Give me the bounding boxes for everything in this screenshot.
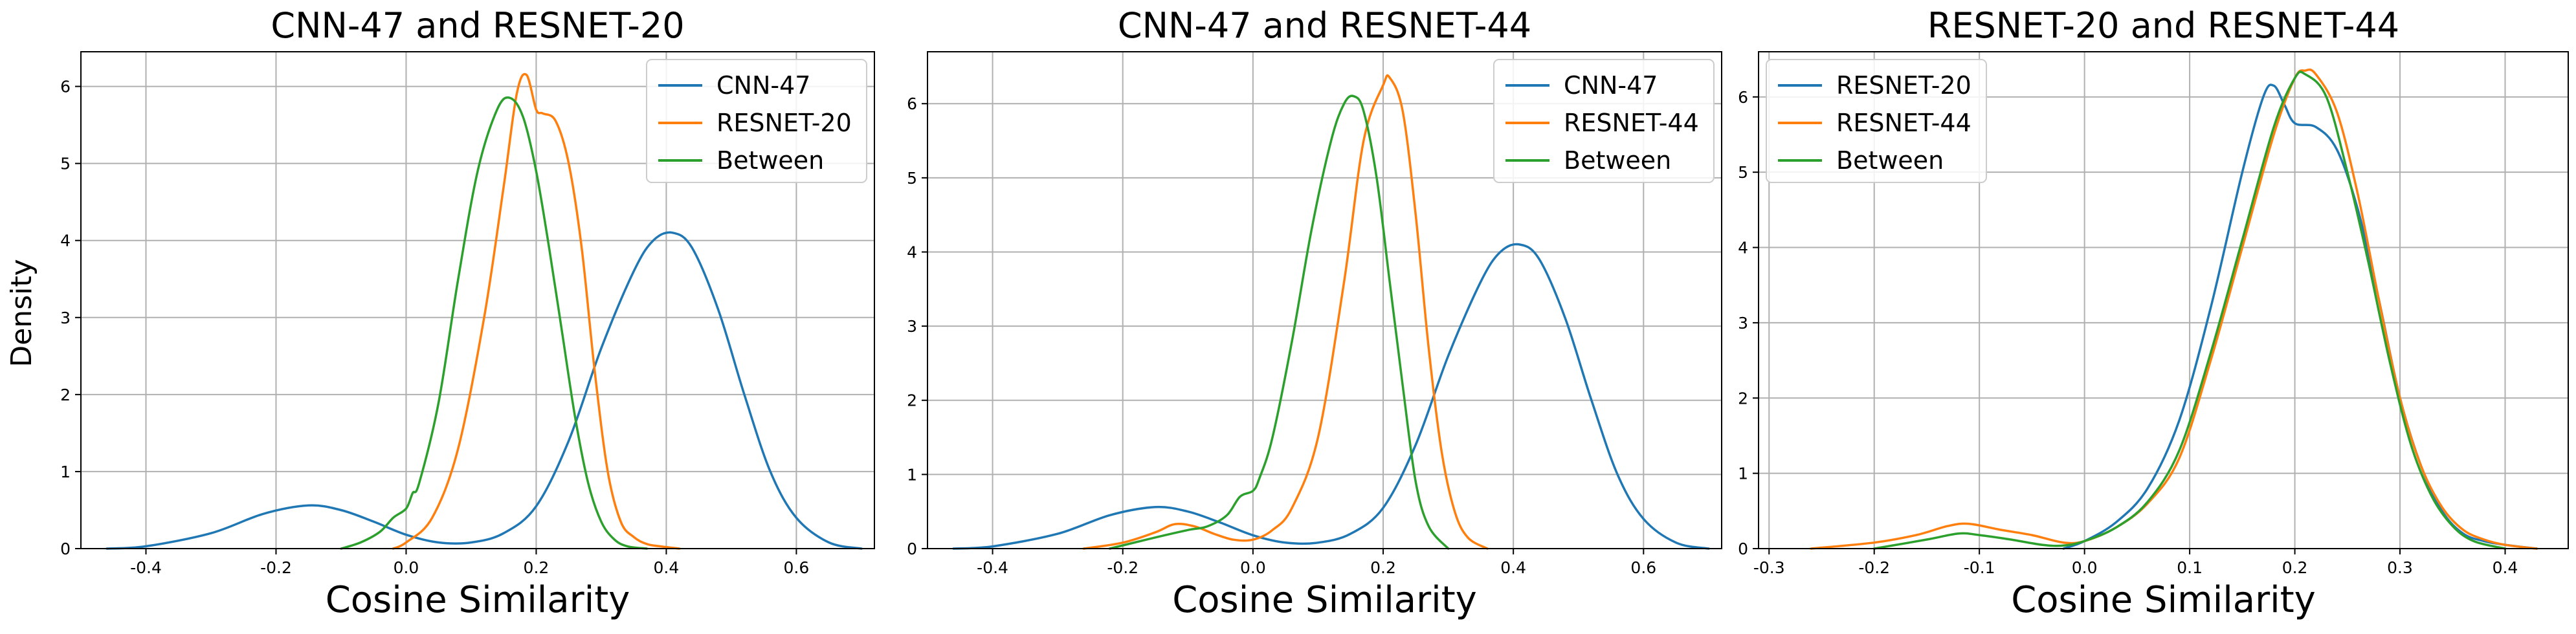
legend-label: RESNET-20 [1836, 71, 1971, 100]
series-line-resnet-20 [2062, 83, 2538, 550]
chart-title: CNN-47 and RESNET-20 [271, 5, 684, 46]
legend-label: CNN-47 [716, 71, 810, 100]
x-tick-label: -0.2 [1858, 558, 1890, 577]
y-tick-label: 3 [1738, 314, 1748, 333]
axes-frame [80, 51, 875, 549]
x-tick-label: -0.4 [977, 558, 1008, 577]
legend-label: RESNET-44 [1564, 109, 1699, 137]
y-tick-label: 2 [1738, 389, 1748, 408]
x-tick-label: 0.2 [1370, 558, 1396, 577]
chart-panel-2: -0.4 -0.2 0.0 0.2 0.4 0.6 0 1 2 3 4 5 6 CNN-47 and RE… [907, 5, 1722, 621]
axes-frame [1758, 51, 2569, 549]
x-tick-label: 0.4 [2493, 558, 2518, 577]
y-tick-label: 0 [907, 540, 917, 558]
x-tick-label: -0.3 [1753, 558, 1785, 577]
x-tick-label: 0.6 [1630, 558, 1656, 577]
x-tick-label: 0.1 [2177, 558, 2203, 577]
y-tick-label: 4 [60, 232, 71, 250]
x-tick-label: 0.0 [1240, 558, 1266, 577]
x-tick-label: -0.4 [130, 558, 162, 577]
series-line-between [340, 96, 649, 550]
y-tick-label: 4 [907, 243, 917, 261]
y-tick-label: 2 [60, 386, 71, 404]
x-tick-label: -0.2 [260, 558, 292, 577]
series-line-between [1108, 94, 1450, 550]
legend-label: RESNET-44 [1836, 109, 1971, 137]
axes-frame [927, 51, 1722, 549]
x-tick-label: -0.1 [1964, 558, 1995, 577]
x-tick-label: 0.2 [524, 558, 550, 577]
series-line-between [1872, 71, 2507, 550]
legend-box [646, 59, 867, 183]
y-tick-label: 5 [907, 169, 917, 188]
legend: CNN-47 RESNET-20 Between [646, 59, 867, 183]
x-tick-label: 0.6 [784, 558, 810, 577]
y-tick-label: 1 [907, 465, 917, 484]
x-tick-label: 0.0 [2072, 558, 2098, 577]
y-tick-label: 1 [1738, 465, 1748, 483]
y-tick-label: 0 [60, 540, 71, 558]
y-tick-label: 6 [907, 94, 917, 113]
y-tick-label: 1 [60, 463, 71, 481]
chart-title: CNN-47 and RESNET-44 [1118, 5, 1531, 46]
x-tick-label: 0.4 [654, 558, 680, 577]
x-tick-label: 0.3 [2387, 558, 2413, 577]
x-axis-label: Cosine Similarity [2011, 579, 2316, 621]
chart-title: RESNET-20 and RESNET-44 [1927, 5, 2399, 46]
legend-label: CNN-47 [1564, 71, 1658, 100]
x-tick-label: 0.0 [394, 558, 419, 577]
legend-label: Between [716, 146, 824, 175]
y-tick-label: 3 [60, 309, 71, 327]
y-tick-label: 0 [1738, 540, 1748, 558]
x-tick-label: 0.4 [1500, 558, 1526, 577]
y-tick-label: 4 [1738, 239, 1748, 257]
legend-label: Between [1564, 146, 1671, 175]
y-tick-label: 3 [907, 317, 917, 336]
x-tick-label: 0.2 [2282, 558, 2308, 577]
y-axis-label: Density [5, 259, 38, 367]
y-tick-label: 6 [60, 78, 71, 96]
y-tick-label: 5 [1738, 163, 1748, 182]
legend: CNN-47 RESNET-44 Between [1493, 59, 1715, 183]
y-tick-label: 5 [60, 155, 71, 173]
legend-box [1766, 59, 1987, 183]
series-line-resnet-44 [1082, 74, 1489, 550]
series-line-resnet-44 [1810, 68, 2538, 550]
legend-label: Between [1836, 146, 1944, 175]
legend-box [1493, 59, 1715, 183]
x-tick-label: -0.2 [1107, 558, 1138, 577]
series-line-cnn-47 [952, 243, 1710, 550]
chart-panel-1: -0.4 -0.2 0.0 0.2 0.4 0.6 0 1 2 3 4 5 6 CNN-47 and RE… [60, 5, 875, 621]
series-line-resnet-20 [392, 72, 681, 550]
legend: RESNET-20 RESNET-44 Between [1766, 59, 1987, 183]
x-axis-label: Cosine Similarity [326, 579, 630, 621]
chart-panel-3: -0.3 -0.2 -0.1 0.0 0.1 0.2 0.3 0.4 0 1 2 3 4 5 6 RESNET… [1738, 5, 2569, 621]
series-line-cnn-47 [105, 231, 863, 550]
x-axis-label: Cosine Similarity [1172, 579, 1477, 621]
y-tick-label: 6 [1738, 88, 1748, 107]
legend-label: RESNET-20 [716, 109, 852, 137]
y-tick-label: 2 [907, 391, 917, 410]
